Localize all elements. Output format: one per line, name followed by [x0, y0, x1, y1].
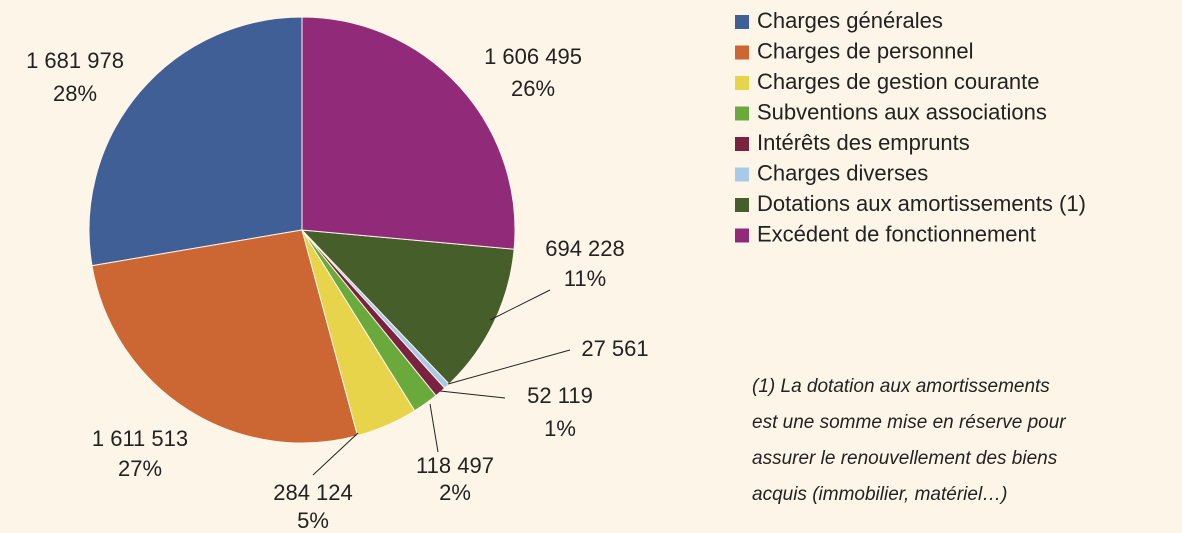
- leader-line: [447, 349, 571, 385]
- value-label: 27 561: [581, 336, 648, 361]
- legend-label: Subventions aux associations: [757, 99, 1047, 124]
- legend-swatch: [735, 45, 749, 60]
- legend-label: Charges de personnel: [757, 38, 973, 63]
- note: (1) La dotation aux amortissements: [752, 376, 1050, 397]
- legend-swatch: [735, 198, 749, 212]
- leader-line: [439, 390, 506, 399]
- pie-slice: [88, 16, 303, 267]
- legend-label: Charges diverses: [757, 160, 928, 185]
- legend-label: Charges de gestion courante: [757, 69, 1040, 94]
- leader-line: [489, 289, 551, 321]
- value-label: 284 124: [273, 480, 353, 505]
- pie-slice: [91, 229, 359, 444]
- legend-swatch: [735, 137, 749, 151]
- percent-label: 2%: [439, 480, 471, 505]
- percent-label: 5%: [297, 508, 329, 533]
- legend-swatch: [735, 76, 749, 90]
- legend-label: Dotations aux amortissements (1): [757, 191, 1086, 216]
- value-label: 1 681 978: [26, 48, 124, 73]
- value-label: 694 228: [545, 236, 625, 261]
- value-label: 1 606 495: [484, 44, 582, 69]
- legend-swatch: [735, 167, 749, 182]
- legend-label: Excédent de fonctionnement: [757, 221, 1036, 246]
- legend-label: Intérêts des emprunts: [757, 130, 970, 155]
- legend-swatch: [735, 228, 749, 243]
- legend-label: Charges générales: [757, 8, 943, 33]
- value-label: 118 497: [416, 453, 494, 478]
- legend-swatch: [735, 106, 749, 121]
- percent-label: 11%: [564, 266, 606, 291]
- pie-slice: [301, 16, 516, 250]
- leader-line: [312, 432, 359, 476]
- percent-label: 28%: [53, 81, 97, 106]
- percent-label: 26%: [511, 76, 555, 101]
- leader-line: [429, 403, 439, 453]
- percent-label: 27%: [118, 456, 162, 481]
- value-label: 1 611 513: [92, 426, 188, 451]
- note: acquis (immobilier, matériel…): [752, 484, 1008, 505]
- legend-swatch: [735, 15, 749, 29]
- pie-slice: [300, 229, 515, 385]
- note: est une somme mise en réserve pour: [752, 412, 1066, 433]
- note: assurer le renouvellement des biens: [752, 448, 1058, 469]
- value-label: 52 119: [527, 383, 593, 408]
- percent-label: 1%: [544, 416, 576, 441]
